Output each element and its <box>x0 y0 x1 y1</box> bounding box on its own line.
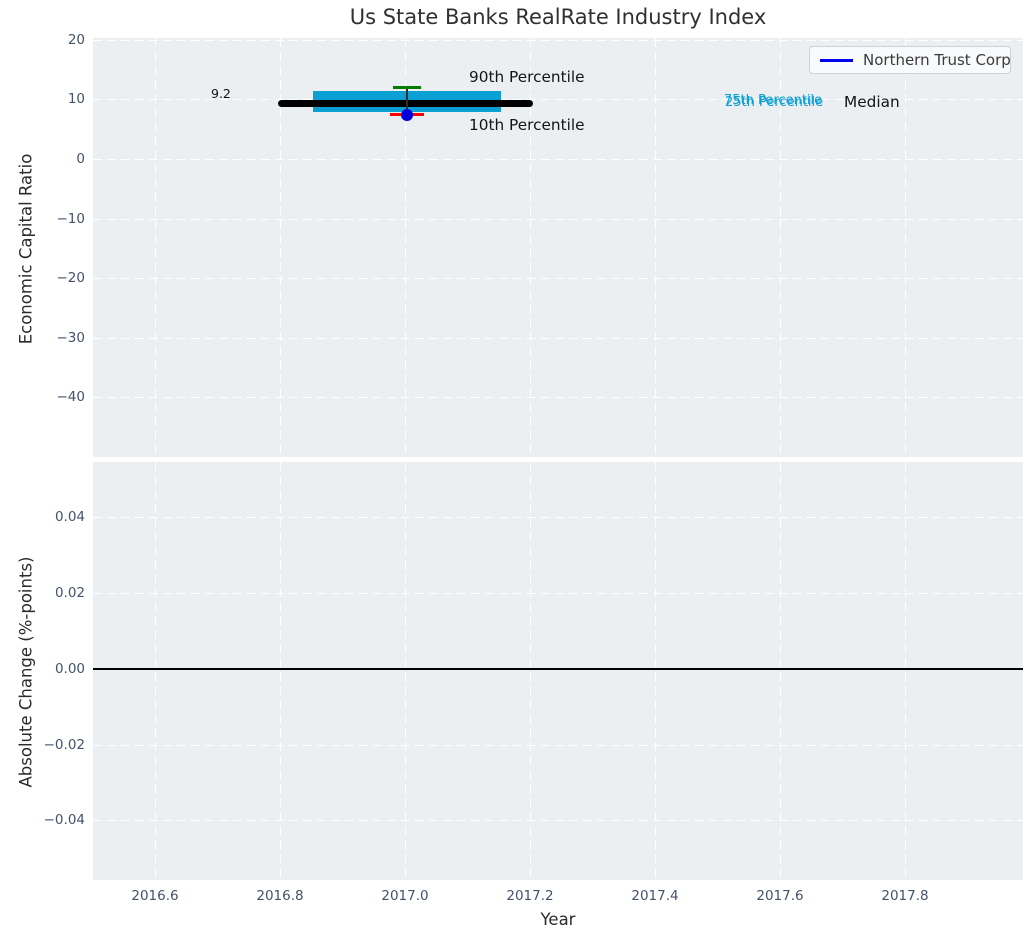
gridline <box>93 40 1023 42</box>
gridline <box>93 338 1023 340</box>
gridline <box>905 462 907 880</box>
company-data-point <box>401 109 413 121</box>
gridline <box>93 593 1023 595</box>
x-tick: 2017.6 <box>756 888 804 904</box>
x-tick: 2017.0 <box>381 888 429 904</box>
y-tick: −20 <box>56 270 86 286</box>
gridline <box>280 38 282 457</box>
gridline <box>405 38 407 457</box>
y-tick: 10 <box>67 91 85 107</box>
y-tick: −0.02 <box>43 737 85 753</box>
gridline <box>530 462 532 880</box>
y-tick: −40 <box>56 389 86 405</box>
x-tick: 2016.6 <box>131 888 179 904</box>
gridline <box>780 38 782 457</box>
gridline <box>405 462 407 880</box>
bottom-y-axis-label: Absolute Change (%-points) <box>16 556 36 788</box>
y-tick: 0 <box>76 151 85 167</box>
median-value-annotation: 9.2 <box>211 86 231 101</box>
gridline <box>155 38 157 457</box>
gridline <box>93 159 1023 161</box>
y-tick: −10 <box>56 211 86 227</box>
legend-label: Northern Trust Corp <box>863 51 1011 69</box>
zero-reference-line <box>93 668 1023 670</box>
x-tick: 2016.8 <box>256 888 304 904</box>
gridline <box>93 278 1023 280</box>
gridline <box>93 99 1023 101</box>
gridline <box>93 397 1023 399</box>
gridline <box>530 38 532 457</box>
median-annotation: Median <box>844 93 900 111</box>
x-axis-label: Year <box>540 910 576 929</box>
gridline <box>93 820 1023 822</box>
y-tick: −0.04 <box>43 812 85 828</box>
whisker-line <box>406 87 408 115</box>
gridline <box>780 462 782 880</box>
gridline <box>655 38 657 457</box>
legend-line-icon <box>820 58 853 62</box>
p90-whisker-cap <box>393 86 421 89</box>
y-tick: 0.00 <box>54 661 85 677</box>
chart-title: Us State Banks RealRate Industry Index <box>349 5 767 29</box>
gridline <box>905 38 907 457</box>
gridline <box>280 462 282 880</box>
x-tick: 2017.2 <box>506 888 554 904</box>
gridline <box>155 462 157 880</box>
bottom-plot-area <box>93 462 1023 880</box>
y-tick: 0.04 <box>54 509 85 525</box>
gridline <box>93 745 1023 747</box>
p10-annotation: 10th Percentile <box>469 116 585 134</box>
median-line <box>278 100 533 107</box>
x-tick: 2017.4 <box>631 888 679 904</box>
x-tick: 2017.8 <box>881 888 929 904</box>
gridline <box>93 517 1023 519</box>
y-tick: 0.02 <box>54 585 85 601</box>
top-y-axis-label: Economic Capital Ratio <box>16 153 36 345</box>
gridline <box>93 219 1023 221</box>
p75-annotation: 75th Percentile <box>724 92 823 108</box>
p90-annotation: 90th Percentile <box>469 68 585 86</box>
legend: Northern Trust Corp <box>809 46 1011 74</box>
p25-annotation: 25th Percentile <box>725 94 824 110</box>
top-plot-area: 9.2 90th Percentile 10th Percentile 75th… <box>93 38 1023 457</box>
gridline <box>655 462 657 880</box>
y-tick: 20 <box>67 32 85 48</box>
y-tick: −30 <box>56 330 86 346</box>
